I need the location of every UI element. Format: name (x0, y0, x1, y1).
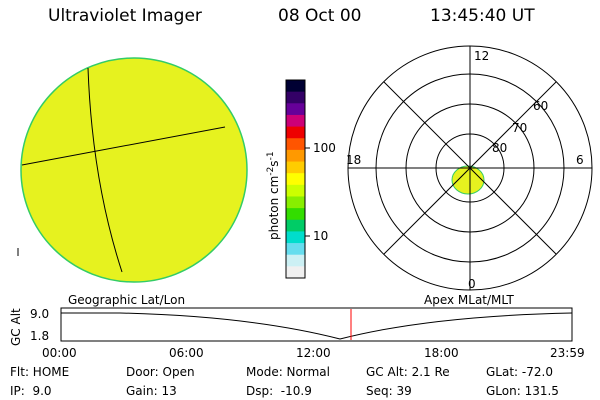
polar-label-right: 6 (576, 153, 584, 167)
colorbar-swatch (286, 161, 305, 174)
footer-gain: Gain: 13 (126, 384, 177, 398)
colorbar-swatch (286, 173, 305, 186)
colorbar-swatch (286, 208, 305, 221)
polar-ring-label-70: 70 (512, 121, 527, 135)
footer-mode: Mode: Normal (246, 365, 330, 379)
footer-glon: GLon: 131.5 (486, 384, 559, 398)
colorbar-swatch (286, 254, 305, 267)
footer-flight: Flt: HOME (10, 365, 69, 379)
colorbar-tick-10-label: 10 (313, 229, 328, 243)
polar-diagonal-2 (383, 81, 557, 255)
colorbar-swatch (286, 184, 305, 197)
x-tick-1200: 12:00 (296, 346, 331, 360)
altitude-curve (61, 312, 573, 340)
polar-plot: 12 0 18 6 60 70 80 (346, 45, 593, 291)
footer-gc-alt: GC Alt: 2.1 Re (366, 365, 450, 379)
date-label: 08 Oct 00 (278, 6, 362, 26)
x-tick-0000: 00:00 (42, 346, 77, 360)
colorbar (286, 80, 305, 279)
altitude-tick-max: 9.0 (30, 307, 49, 321)
colorbar-swatch (286, 149, 305, 163)
polar-label-top: 12 (474, 49, 489, 63)
x-tick-1800: 18:00 (424, 346, 459, 360)
altitude-tick-min: 1.8 (30, 329, 49, 343)
footer-dsp: Dsp: -10.9 (246, 384, 312, 398)
polar-ring-label-60: 60 (533, 99, 548, 113)
colorbar-swatch (286, 80, 305, 93)
colorbar-swatch (286, 103, 305, 116)
polar-label-bottom: 0 (468, 277, 476, 291)
geo-map-label: Geographic Lat/Lon (68, 293, 185, 307)
x-tick-2359: 23:59 (550, 346, 585, 360)
colorbar-swatch (286, 219, 305, 232)
altitude-axis-title: GC Alt (9, 308, 23, 346)
polar-label-left: 18 (346, 153, 361, 167)
colorbar-swatch (286, 196, 305, 209)
earth-disk (20, 57, 248, 283)
colorbar-swatch (286, 114, 305, 128)
colorbar-axis-label: photon cm-2s-1 (266, 151, 281, 240)
colorbar-frame (285, 79, 306, 279)
colorbar-tick-100-label: 100 (313, 141, 336, 155)
geo-longitude-line (87, 67, 123, 273)
colorbar-swatch (286, 266, 305, 279)
footer-seq: Seq: 39 (366, 384, 412, 398)
colorbar-swatch (286, 126, 305, 139)
colorbar-swatch (286, 231, 305, 244)
apex-map-label: Apex MLat/MLT (424, 293, 514, 307)
instrument-title: Ultraviolet Imager (48, 6, 202, 26)
time-label: 13:45:40 UT (430, 6, 535, 26)
geo-latitude-line (21, 126, 226, 166)
footer-door: Door: Open (126, 365, 195, 379)
footer-ip: IP: 9.0 (10, 384, 52, 398)
colorbar-swatch (286, 138, 305, 151)
colorbar-swatch (286, 91, 305, 104)
x-tick-0600: 06:00 (169, 346, 204, 360)
footer-glat: GLat: -72.0 (486, 365, 553, 379)
altitude-panel-frame (60, 307, 573, 342)
colorbar-swatch (286, 243, 305, 256)
polar-ring-label-80: 80 (492, 141, 507, 155)
